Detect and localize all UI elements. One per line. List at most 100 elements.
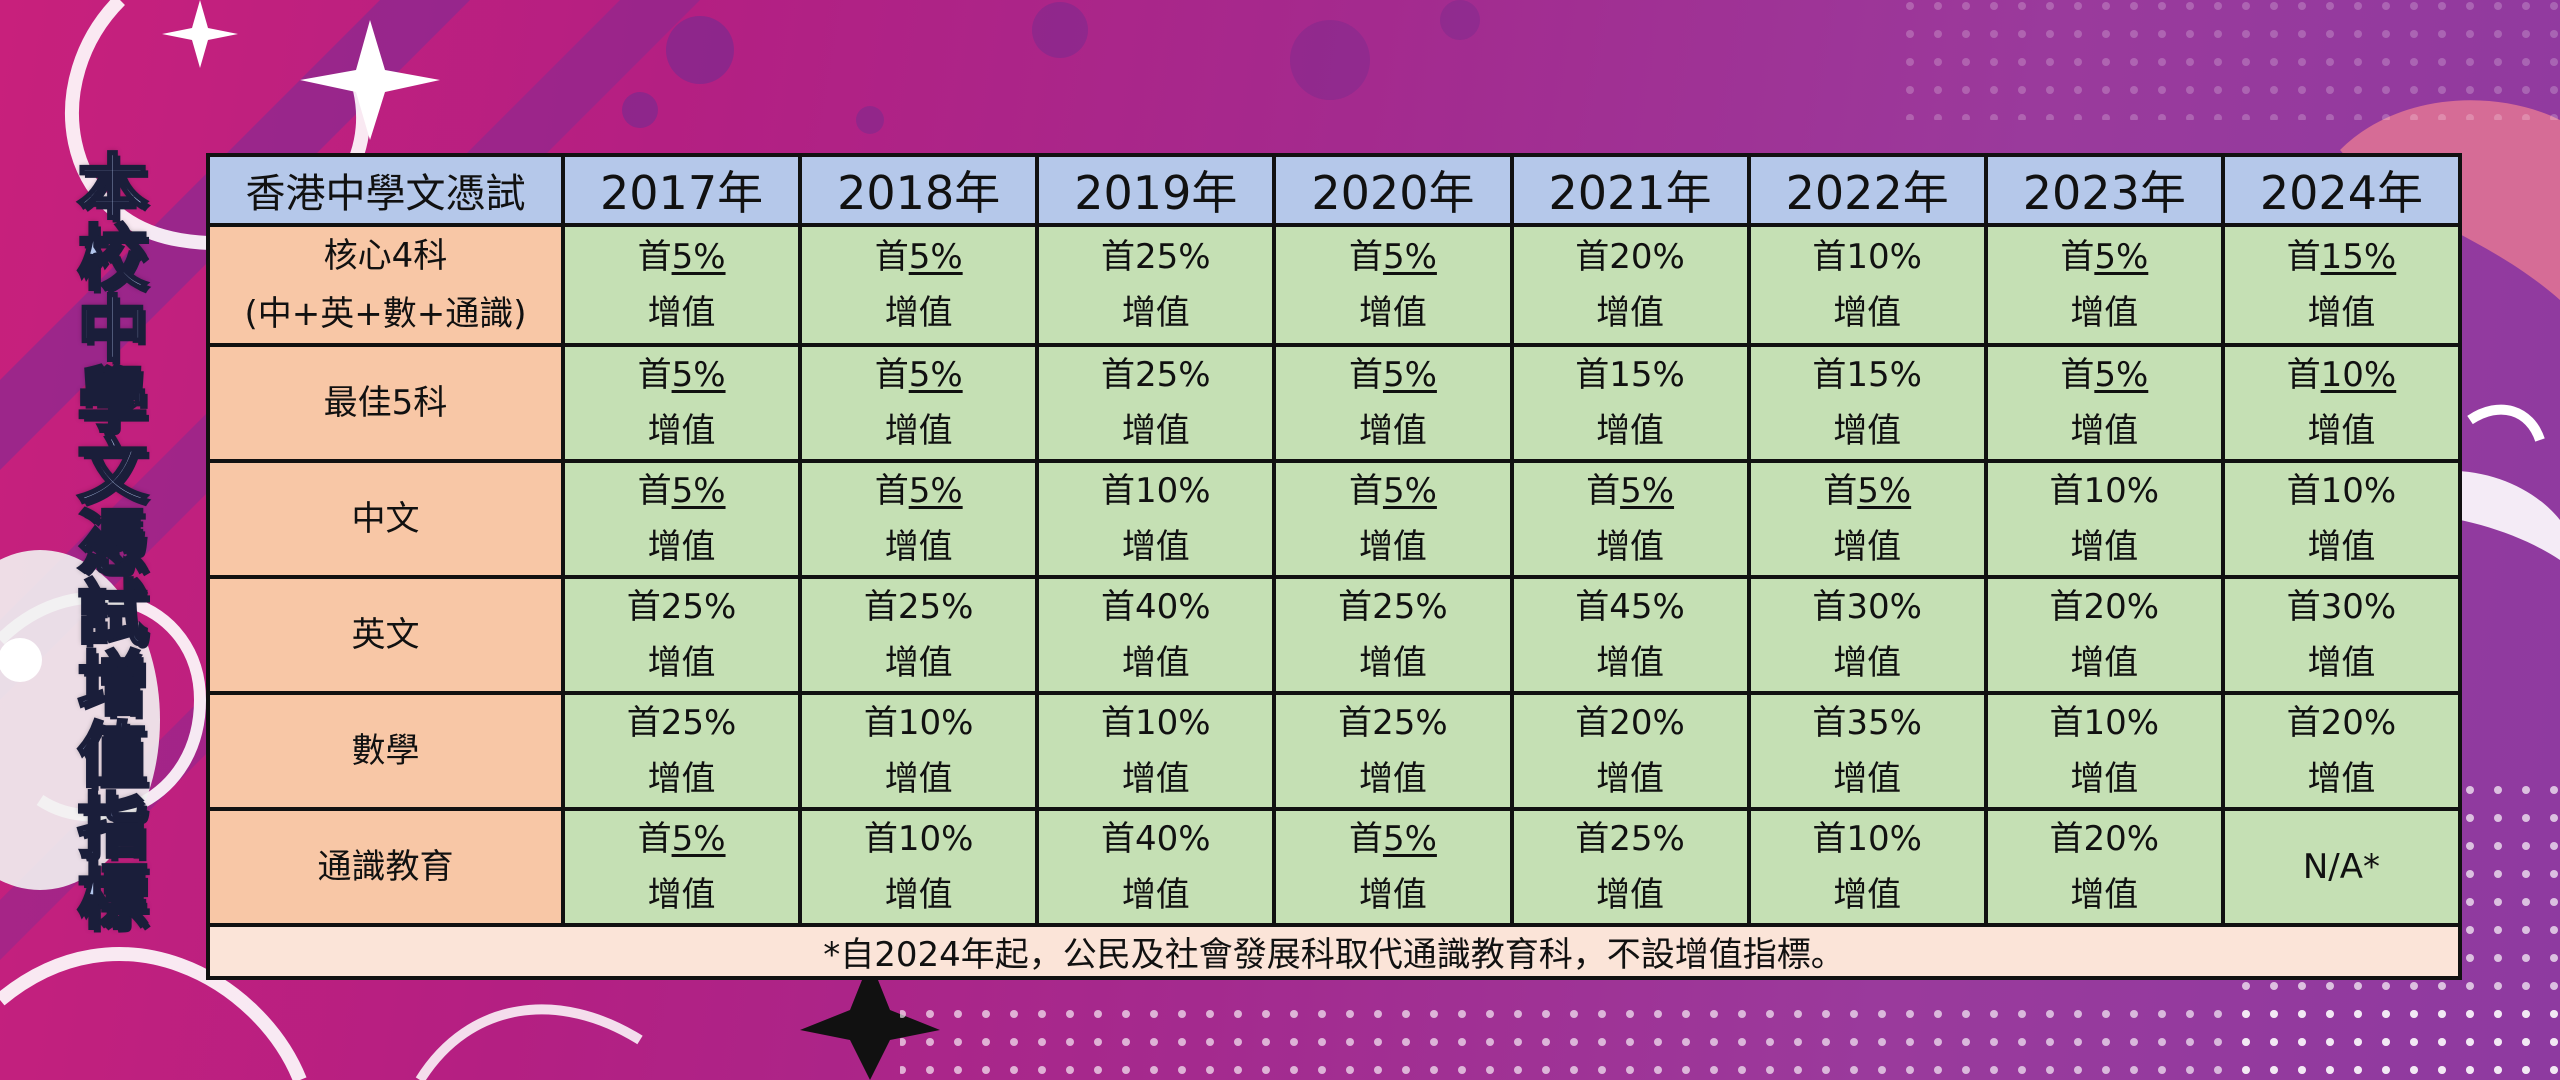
value-line: 首5% bbox=[1276, 463, 1509, 519]
value-cell: 首5% 增值 bbox=[1272, 223, 1514, 347]
value-percent: 20% bbox=[2083, 819, 2160, 859]
value-percent: 15% bbox=[1609, 355, 1685, 395]
value-line: 首10% bbox=[1988, 695, 2221, 751]
value-line: 首25% bbox=[1039, 229, 1272, 285]
subject-label: 中文 bbox=[206, 459, 565, 579]
value-prefix: 首 bbox=[1812, 587, 1847, 627]
value-prefix: 首 bbox=[2286, 355, 2321, 395]
value-sub-label: 增值 bbox=[2070, 527, 2139, 567]
value-prefix: 首 bbox=[1348, 471, 1383, 511]
value-line: 首25% bbox=[565, 579, 798, 635]
value-cell: 首20% 增值 bbox=[1983, 807, 2225, 927]
value-percent: N/A* bbox=[2302, 847, 2381, 887]
value-percent: 25% bbox=[660, 703, 737, 743]
value-cell: 首25% 增值 bbox=[1035, 343, 1277, 463]
value-line: 首5% bbox=[1276, 229, 1509, 285]
value-sub-label: 增值 bbox=[1833, 875, 1902, 915]
value-prefix: 首 bbox=[874, 471, 909, 511]
value-cell: 首5% 增值 bbox=[798, 343, 1040, 463]
value-cell: 首40% 增值 bbox=[1035, 807, 1277, 927]
value-sub-label: 增值 bbox=[1121, 875, 1190, 915]
value-line: 首5% bbox=[1988, 347, 2221, 403]
value-percent: 10% bbox=[1135, 703, 1211, 743]
value-prefix: 首 bbox=[1823, 471, 1858, 511]
subject-label-line: 數學 bbox=[351, 731, 420, 771]
value-sub-label: 增值 bbox=[1596, 875, 1665, 915]
subject-label: 英文 bbox=[206, 575, 565, 695]
value-line: 首10% bbox=[2225, 347, 2458, 403]
value-cell: 首30% 增值 bbox=[2220, 575, 2463, 695]
value-percent: 5% bbox=[1382, 471, 1437, 511]
value-line: 首30% bbox=[1751, 579, 1984, 635]
value-sub-label: 增值 bbox=[884, 759, 953, 799]
value-cell: 首15% 增值 bbox=[2220, 223, 2463, 347]
value-prefix: 首 bbox=[2060, 355, 2095, 395]
value-line: 首35% bbox=[1751, 695, 1984, 751]
value-percent: 20% bbox=[1609, 237, 1685, 277]
value-prefix: 首 bbox=[637, 819, 672, 859]
year-header: 2018年 bbox=[798, 153, 1040, 227]
value-prefix: 首 bbox=[2049, 819, 2084, 859]
year-header: 2023年 bbox=[1983, 153, 2225, 227]
value-prefix: 首 bbox=[637, 237, 672, 277]
footnote: *自2024年起，公民及社會發展科取代通識教育科，不設增值指標。 bbox=[206, 923, 2462, 980]
value-sub-label: 增值 bbox=[1833, 643, 1902, 683]
value-percent: 10% bbox=[2083, 471, 2160, 511]
value-percent: 10% bbox=[1846, 237, 1922, 277]
value-line: 首5% bbox=[802, 347, 1035, 403]
value-prefix: 首 bbox=[626, 703, 661, 743]
value-sub-label: 增值 bbox=[884, 293, 953, 333]
value-sub-label: 增值 bbox=[1833, 527, 1902, 567]
value-sub-label: 增值 bbox=[1121, 527, 1190, 567]
value-prefix: 首 bbox=[1101, 355, 1136, 395]
value-sub-label: 增值 bbox=[884, 643, 953, 683]
subject-label: 通識教育 bbox=[206, 807, 565, 927]
value-percent: 5% bbox=[908, 355, 963, 395]
value-percent: 25% bbox=[1135, 237, 1211, 277]
value-percent: 15% bbox=[2320, 237, 2397, 277]
value-cell: 首25% 增值 bbox=[560, 691, 803, 811]
value-sub-label: 增值 bbox=[647, 643, 716, 683]
value-percent: 5% bbox=[671, 237, 726, 277]
value-cell: 首30% 增值 bbox=[1746, 575, 1988, 695]
value-cell: 首5% 增值 bbox=[1272, 343, 1514, 463]
value-sub-label: 增值 bbox=[1833, 759, 1902, 799]
value-prefix: 首 bbox=[863, 703, 898, 743]
value-prefix: 首 bbox=[1348, 355, 1383, 395]
value-cell: 首25% 增值 bbox=[560, 575, 803, 695]
value-prefix: 首 bbox=[637, 355, 672, 395]
value-percent: 20% bbox=[2320, 703, 2397, 743]
value-prefix: 首 bbox=[1338, 703, 1373, 743]
value-prefix: 首 bbox=[874, 237, 909, 277]
value-sub-label: 增值 bbox=[2070, 875, 2139, 915]
value-sub-label: 增值 bbox=[1596, 759, 1665, 799]
value-sub-label: 增值 bbox=[1833, 411, 1902, 451]
value-percent: 20% bbox=[1609, 703, 1685, 743]
subject-label-line: (中+英+數+通識) bbox=[244, 294, 527, 334]
value-sub-label: 增值 bbox=[1121, 293, 1190, 333]
subject-label: 數學 bbox=[206, 691, 565, 811]
value-prefix: 首 bbox=[1101, 237, 1136, 277]
value-percent: 5% bbox=[908, 237, 963, 277]
subject-label: 核心4科 (中+英+數+通識) bbox=[206, 223, 565, 347]
value-sub-label: 增值 bbox=[884, 411, 953, 451]
value-prefix: 首 bbox=[2286, 587, 2321, 627]
value-percent: 5% bbox=[2094, 355, 2149, 395]
value-sub-label: 增值 bbox=[2307, 293, 2376, 333]
table-row: 英文 首25% 增值 首25% 增值 首40% 增值 首25% 增值 首45% 增值 首30% 增值 首2… bbox=[206, 575, 2463, 695]
value-sub-label: 增值 bbox=[1358, 527, 1427, 567]
value-line: 首30% bbox=[2225, 579, 2458, 635]
value-prefix: 首 bbox=[1101, 471, 1136, 511]
value-prefix: 首 bbox=[1812, 237, 1847, 277]
value-cell: 首10% 增值 bbox=[1746, 223, 1988, 347]
value-line: 首10% bbox=[1751, 811, 1984, 867]
dse-value-added-table: 香港中學文憑試 2017年 2018年 2019年 2020年 2021年 20… bbox=[206, 153, 2463, 980]
value-prefix: 首 bbox=[2060, 237, 2095, 277]
value-cell: 首10% 增值 bbox=[2220, 459, 2463, 579]
value-percent: 35% bbox=[1846, 703, 1922, 743]
value-sub-label: 增值 bbox=[2070, 293, 2139, 333]
value-line: 首20% bbox=[1988, 579, 2221, 635]
value-cell: 首5% 增值 bbox=[1509, 459, 1751, 579]
value-cell: 首15% 增值 bbox=[1746, 343, 1988, 463]
value-sub-label: 增值 bbox=[647, 411, 716, 451]
